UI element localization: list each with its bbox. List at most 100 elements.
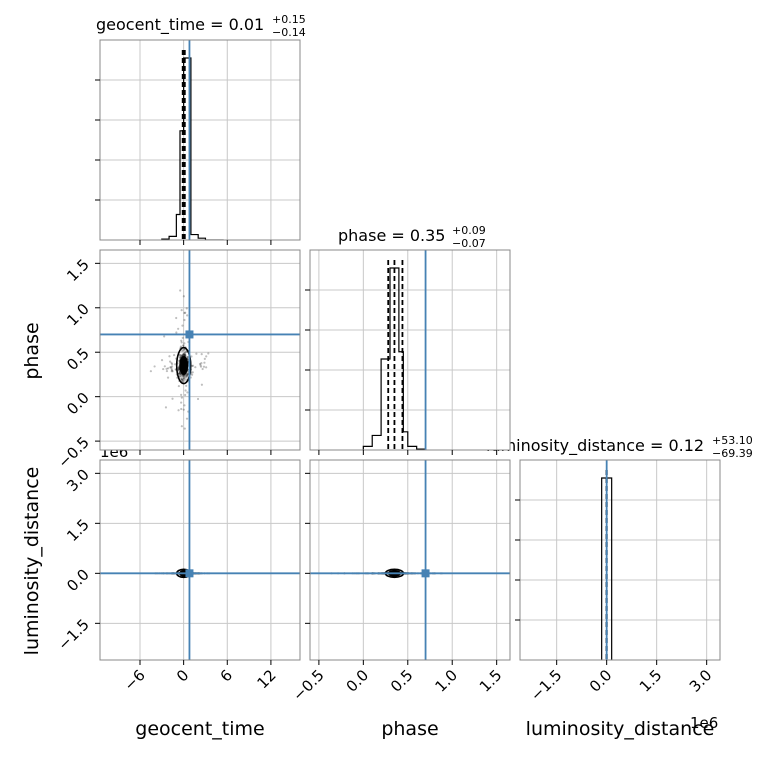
ylabel-phase: phase	[21, 322, 43, 379]
truth-marker	[421, 569, 430, 578]
sample-point	[205, 366, 208, 369]
panel-frame	[519, 459, 721, 661]
sample-point	[183, 353, 186, 356]
x-tick-label: 0.0	[343, 666, 373, 696]
sample-point	[177, 327, 180, 330]
sample-point	[170, 369, 174, 372]
panel-content	[601, 460, 613, 660]
sample-point	[179, 374, 182, 377]
sample-point	[171, 363, 174, 366]
panel-background	[100, 250, 300, 450]
sample-point	[182, 353, 186, 356]
sample-point	[186, 372, 189, 375]
panel-phase-phase	[305, 249, 511, 455]
panel-frame	[99, 249, 301, 451]
sample-point	[182, 408, 185, 411]
histogram-phase	[362, 267, 427, 450]
sample-point	[169, 360, 172, 363]
sample-point	[178, 374, 181, 377]
sample-point	[185, 374, 188, 377]
xlabel-phase: phase	[381, 718, 438, 740]
sample-point	[199, 364, 202, 367]
x-tick-label: −0.5	[289, 666, 327, 704]
sample-point	[180, 401, 183, 404]
sample-point	[194, 366, 197, 369]
sample-point	[185, 376, 188, 379]
sample-point	[191, 364, 195, 367]
sample-point	[201, 367, 204, 371]
truth-marker	[185, 330, 194, 339]
title-geocent-time: geocent_time = 0.01	[96, 15, 264, 35]
sample-point	[179, 377, 183, 380]
sample-point	[178, 372, 181, 375]
x-tick-label: 3.0	[686, 666, 716, 696]
sample-point	[200, 362, 203, 365]
sample-point	[164, 406, 168, 409]
sample-point	[160, 358, 164, 362]
sample-point	[190, 373, 194, 376]
sample-point	[153, 365, 156, 368]
sample-point	[180, 339, 183, 342]
sample-point	[180, 396, 183, 399]
panel-content	[161, 40, 224, 240]
sample-point	[180, 354, 183, 357]
sample-point	[186, 373, 189, 376]
sample-point	[195, 352, 198, 355]
panel-background	[310, 460, 510, 660]
sample-point	[170, 361, 173, 365]
y-tick-label: −1.5	[54, 615, 92, 653]
sample-point	[179, 345, 183, 348]
sample-point	[183, 311, 186, 315]
sample-point	[200, 383, 204, 386]
sample-point	[196, 397, 200, 401]
sample-point	[165, 369, 169, 373]
xlabel-luminosity-distance: luminosity_distance	[526, 718, 715, 740]
sample-point	[171, 397, 174, 400]
sample-point	[182, 295, 185, 298]
x-tick-label: 1.5	[476, 666, 506, 696]
sample-point	[175, 316, 178, 320]
sample-point	[184, 353, 187, 356]
panel-frame	[309, 459, 511, 661]
sample-point	[186, 355, 190, 359]
sample-point	[178, 355, 182, 358]
sample-point	[173, 353, 176, 357]
panel-content	[310, 460, 510, 660]
sample-point	[191, 371, 194, 374]
sample-point	[186, 314, 189, 317]
sample-point	[169, 366, 172, 369]
sample-point	[186, 374, 189, 377]
title-luminosity-distance-minus: −69.39	[712, 447, 753, 460]
sample-point	[190, 355, 193, 358]
xlabel-geocent-time: geocent_time	[135, 718, 264, 740]
panel-frame	[99, 459, 301, 661]
sample-point	[200, 353, 203, 356]
sample-point	[180, 341, 183, 344]
panel-luminosity_distance-phase	[305, 459, 511, 665]
sample-point	[181, 349, 184, 353]
y-tick-label: 1.5	[63, 255, 93, 285]
title-phase: phase = 0.35	[338, 226, 445, 245]
sample-point	[183, 404, 186, 407]
sample-point	[183, 342, 186, 345]
sample-point	[165, 367, 168, 370]
sample-point	[167, 367, 170, 370]
sample-point	[169, 366, 173, 369]
x-tick-label: 0	[173, 666, 192, 685]
sample-point	[185, 307, 188, 310]
sample-point	[182, 377, 186, 380]
panel-content	[100, 250, 300, 450]
sample-point	[182, 374, 186, 378]
panel-background	[100, 40, 300, 240]
sample-point	[181, 324, 184, 327]
sample-point	[170, 369, 173, 373]
sample-point	[171, 370, 174, 373]
sample-point	[182, 376, 185, 379]
sample-point	[183, 351, 186, 355]
title-luminosity-distance-plus: +53.10	[712, 434, 753, 447]
contour-inner	[179, 356, 189, 376]
sample-point	[177, 409, 180, 412]
sample-point	[174, 363, 177, 366]
sample-point	[184, 311, 187, 314]
panel-background	[310, 250, 510, 450]
